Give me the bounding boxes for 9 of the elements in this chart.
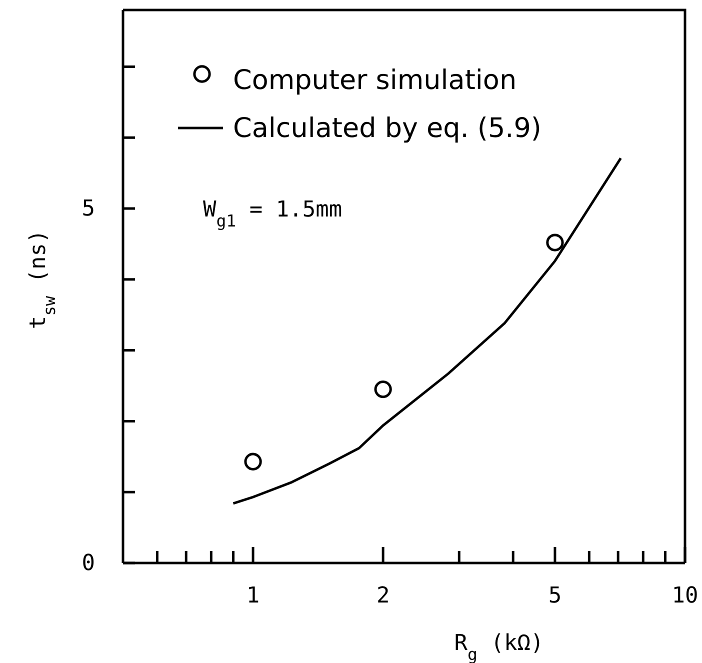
- x-tick-label: 5: [548, 584, 562, 609]
- legend-label: Computer simulation: [233, 65, 517, 96]
- annotation: W$_{g1}$ = 1.5mm: [203, 198, 342, 230]
- x-tick-label: 1: [246, 584, 260, 609]
- x-tick-label: 10: [672, 584, 698, 609]
- x-tick-label: 2: [376, 584, 390, 609]
- y-tick-label: 0: [82, 551, 95, 576]
- legend-label: Calculated by eq. (5.9): [233, 113, 542, 144]
- x-axis-title: R$_{g}$ (kΩ): [454, 631, 544, 663]
